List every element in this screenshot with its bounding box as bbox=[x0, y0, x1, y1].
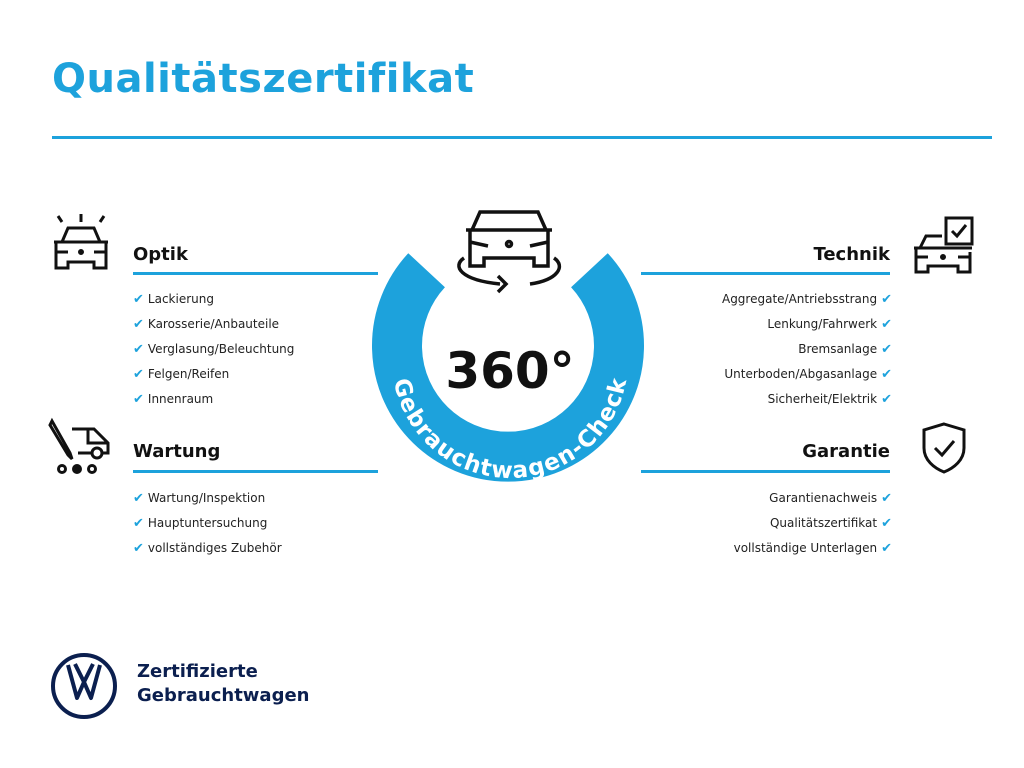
check-icon: ✔ bbox=[881, 541, 892, 556]
list-item: ✔ vollständiges Zubehör bbox=[133, 541, 282, 556]
check-icon: ✔ bbox=[133, 292, 144, 307]
wartung-list: ✔ Wartung/Inspektion ✔ Hauptuntersuchung ✔… bbox=[133, 486, 282, 561]
optik-divider bbox=[133, 272, 378, 275]
garantie-list: Garantienachweis ✔ Qualitätszertifikat ✔ v… bbox=[734, 486, 892, 561]
page-title: Qualitätszertifikat bbox=[52, 56, 475, 102]
vw-logo bbox=[51, 653, 117, 719]
check-icon: ✔ bbox=[881, 342, 892, 357]
list-item: Sicherheit/Elektrik ✔ bbox=[767, 392, 892, 407]
check-icon: ✔ bbox=[133, 541, 144, 556]
check-icon: ✔ bbox=[881, 491, 892, 506]
check-icon: ✔ bbox=[133, 342, 144, 357]
check-icon: ✔ bbox=[881, 292, 892, 307]
360-label: 360° bbox=[445, 342, 574, 400]
check-icon: ✔ bbox=[881, 516, 892, 531]
check-icon: ✔ bbox=[881, 392, 892, 407]
list-item: Qualitätszertifikat ✔ bbox=[769, 516, 892, 531]
check-icon: ✔ bbox=[881, 367, 892, 382]
shield-check-icon bbox=[922, 422, 966, 474]
list-item: ✔ Wartung/Inspektion bbox=[133, 491, 266, 506]
wartung-divider bbox=[133, 470, 378, 473]
list-item: ✔ Verglasung/Beleuchtung bbox=[133, 342, 295, 357]
technik-divider bbox=[641, 272, 890, 275]
check-icon: ✔ bbox=[881, 317, 892, 332]
optik-heading: Optik bbox=[133, 244, 188, 265]
wartung-heading: Wartung bbox=[133, 441, 221, 462]
list-item: Unterboden/Abgasanlage ✔ bbox=[724, 367, 892, 382]
footer-brand-text: Zertifizierte Gebrauchtwagen bbox=[137, 660, 309, 708]
list-item: vollständige Unterlagen ✔ bbox=[733, 541, 892, 556]
garantie-divider bbox=[641, 470, 890, 473]
list-item: ✔ Karosserie/Anbauteile bbox=[133, 317, 280, 332]
check-icon: ✔ bbox=[133, 491, 144, 506]
list-item: ✔ Lackierung bbox=[133, 292, 214, 307]
car-rotate-icon bbox=[457, 210, 561, 294]
title-divider bbox=[52, 136, 992, 139]
technik-list: Aggregate/Antriebsstrang ✔ Lenkung/Fahrwe… bbox=[722, 287, 892, 412]
service-van-icon bbox=[48, 417, 110, 474]
list-item: ✔ Innenraum bbox=[133, 392, 214, 407]
check-icon: ✔ bbox=[133, 392, 144, 407]
garantie-heading: Garantie bbox=[802, 441, 890, 462]
list-item: ✔ Felgen/Reifen bbox=[133, 367, 230, 382]
list-item: Lenkung/Fahrwerk ✔ bbox=[767, 317, 892, 332]
car-lights-icon bbox=[54, 214, 108, 270]
footer-line-1: Zertifizierte bbox=[137, 661, 258, 682]
list-item: Garantienachweis ✔ bbox=[769, 491, 892, 506]
badge-ring bbox=[372, 253, 644, 482]
check-icon: ✔ bbox=[133, 516, 144, 531]
footer-line-2: Gebrauchtwagen bbox=[137, 685, 310, 706]
list-item: Aggregate/Antriebsstrang ✔ bbox=[721, 292, 892, 307]
list-item: ✔ Hauptuntersuchung bbox=[133, 516, 268, 531]
optik-list: ✔ Lackierung ✔ Karosserie/Anbauteile ✔ Verg… bbox=[133, 287, 294, 412]
car-checklist-icon bbox=[914, 216, 974, 274]
check-icon: ✔ bbox=[133, 317, 144, 332]
check-icon: ✔ bbox=[133, 367, 144, 382]
list-item: Bremsanlage ✔ bbox=[798, 342, 892, 357]
technik-heading: Technik bbox=[813, 244, 890, 265]
360-check-badge: 360° Gebrauchtwagen-Check bbox=[372, 210, 644, 484]
